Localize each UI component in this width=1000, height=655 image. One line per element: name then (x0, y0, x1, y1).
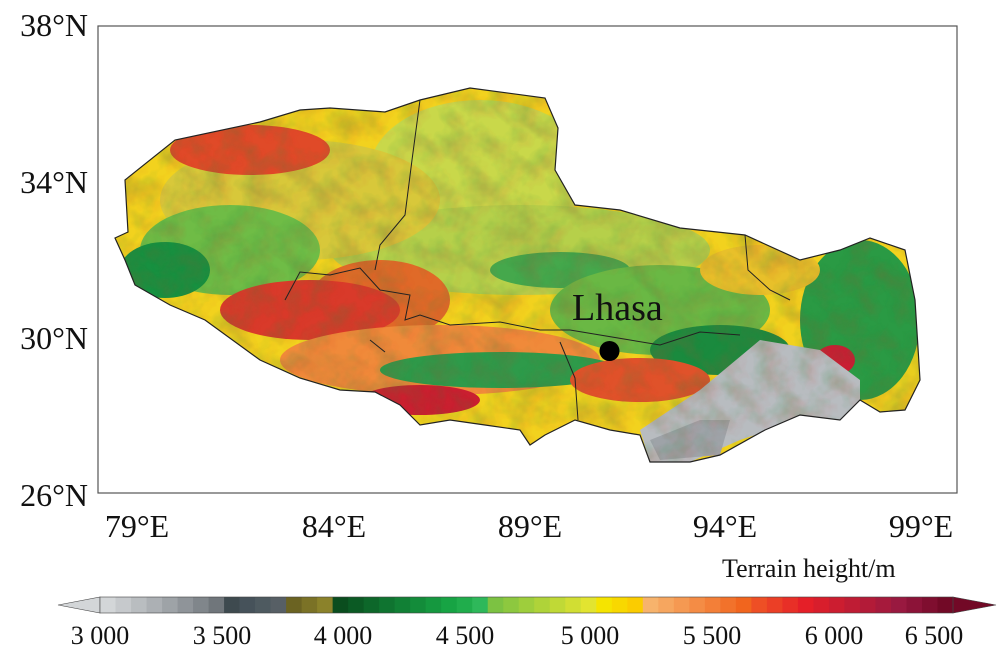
colorbar-outline (99, 596, 954, 614)
colorbar-tick-label: 5 000 (560, 621, 620, 650)
colorbar-swatch (565, 597, 582, 613)
colorbar-swatch (906, 597, 923, 613)
colorbar-swatch (425, 597, 442, 613)
colorbar-max-triangle (952, 596, 997, 614)
colorbar-swatch (270, 597, 287, 613)
colorbar-swatch (720, 597, 737, 613)
colorbar-swatch (193, 597, 209, 613)
colorbar-swatch (580, 597, 597, 613)
colorbar-swatch (518, 597, 535, 613)
colorbar-swatch (627, 597, 644, 613)
x-tick-label: 94°E (692, 508, 758, 544)
colorbar-tick-label: 6 000 (804, 621, 864, 650)
colorbar-tick-label: 5 500 (682, 621, 742, 650)
colorbar-swatch (162, 597, 178, 613)
colorbar-swatch (921, 597, 938, 613)
colorbar (57, 596, 997, 614)
colorbar-swatch (828, 597, 845, 613)
y-tick-label: 26°N (20, 477, 88, 513)
colorbar-swatch (131, 597, 147, 613)
colorbar-swatch (704, 597, 721, 613)
colorbar-swatch (689, 597, 706, 613)
colorbar-swatch (673, 597, 690, 613)
region-boundaries (284, 99, 791, 421)
colorbar-swatch (441, 597, 458, 613)
colorbar-title: Terrain height/m (722, 554, 896, 583)
colorbar-swatch (410, 597, 427, 613)
colorbar-swatch (100, 597, 116, 613)
colorbar-swatch (658, 597, 675, 613)
colorbar-swatch (472, 597, 489, 613)
colorbar-swatch (394, 597, 411, 613)
colorbar-swatch (224, 597, 240, 613)
colorbar-swatch (301, 597, 318, 613)
city-label: Lhasa (572, 287, 663, 329)
colorbar-swatch (751, 597, 768, 613)
colorbar-swatch (642, 597, 659, 613)
x-tick-label: 79°E (104, 508, 170, 544)
colorbar-swatch (844, 597, 861, 613)
lhasa-marker (599, 341, 620, 361)
colorbar-swatch (859, 597, 876, 613)
colorbar-swatch (379, 597, 396, 613)
y-tick-label: 30°N (20, 320, 88, 356)
colorbar-swatch (937, 597, 954, 613)
colorbar-swatch (348, 597, 365, 613)
colorbar-min-triangle (57, 596, 101, 614)
colorbar-tick-label: 4 500 (435, 621, 495, 650)
colorbar-swatch (596, 597, 613, 613)
colorbar-tick-label: 3 000 (70, 621, 130, 650)
colorbar-swatch (534, 597, 551, 613)
colorbar-swatch (363, 597, 380, 613)
colorbar-swatch (813, 597, 830, 613)
colorbar-swatch (208, 597, 225, 613)
y-tick-label: 34°N (20, 164, 88, 200)
colorbar-swatch (875, 597, 892, 613)
colorbar-swatch (115, 597, 132, 613)
x-tick-label: 84°E (301, 508, 367, 544)
colorbar-swatch (797, 597, 814, 613)
x-tick-label: 89°E (497, 508, 563, 544)
colorbar-swatch (177, 597, 194, 613)
colorbar-swatch (890, 597, 907, 613)
colorbar-swatch (286, 597, 303, 613)
colorbar-swatch (766, 597, 783, 613)
colorbar-swatch (487, 597, 504, 613)
colorbar-swatch (549, 597, 566, 613)
colorbar-swatch (611, 597, 628, 613)
colorbar-swatch (317, 597, 334, 613)
colorbar-swatch (503, 597, 520, 613)
colorbar-swatch (456, 597, 473, 613)
colorbar-tick-label: 6 500 (904, 621, 964, 650)
plateau-outline (114, 87, 921, 463)
colorbar-swatch (332, 597, 349, 613)
y-tick-label: 38°N (20, 7, 88, 43)
colorbar-swatch (239, 597, 256, 613)
colorbar-swatch (735, 597, 752, 613)
colorbar-swatch (782, 597, 799, 613)
colorbar-tick-label: 3 500 (192, 621, 252, 650)
x-tick-label: 99°E (888, 508, 954, 544)
colorbar-swatch (146, 597, 163, 613)
colorbar-swatch (255, 597, 271, 613)
colorbar-tick-label: 4 000 (313, 621, 373, 650)
